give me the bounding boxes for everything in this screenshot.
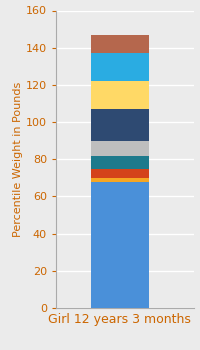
Bar bbox=[90, 35, 149, 53]
Bar bbox=[90, 81, 149, 109]
Bar bbox=[90, 169, 149, 178]
Bar bbox=[90, 141, 149, 155]
Bar bbox=[90, 53, 149, 81]
Y-axis label: Percentile Weight in Pounds: Percentile Weight in Pounds bbox=[13, 82, 23, 237]
Bar bbox=[90, 155, 149, 169]
Bar bbox=[90, 109, 149, 141]
Bar bbox=[90, 178, 149, 182]
Bar bbox=[90, 182, 149, 308]
